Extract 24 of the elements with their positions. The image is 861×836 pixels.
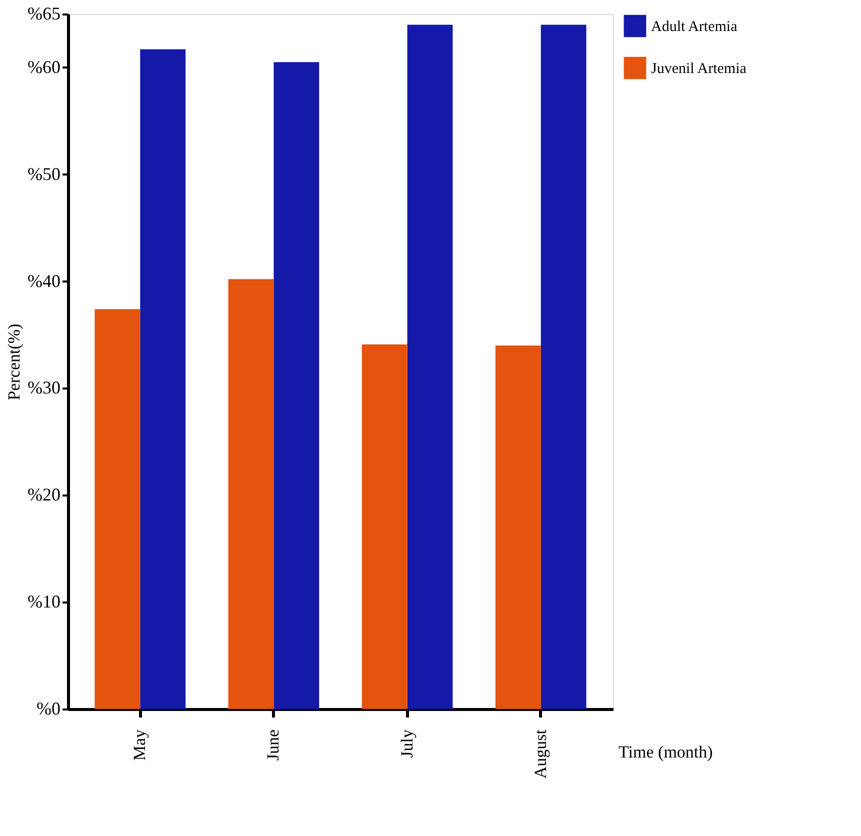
- bar: [362, 344, 408, 709]
- legend-label: Juvenil Artemia: [651, 61, 747, 77]
- y-tick-label: %10: [28, 592, 60, 612]
- x-tick-label: July: [397, 729, 416, 758]
- y-tick-label: %0: [36, 698, 60, 718]
- legend-label: Adult Artemia: [651, 19, 738, 35]
- x-tick-label: June: [264, 730, 283, 761]
- bar: [94, 309, 140, 709]
- bar: [228, 279, 274, 709]
- bar: [407, 24, 453, 709]
- bar: [140, 49, 186, 709]
- x-tick-label: May: [130, 729, 150, 761]
- y-tick-label: %65: [28, 4, 60, 24]
- y-tick-label: %30: [28, 378, 60, 398]
- x-axis-title: Time (month): [618, 742, 713, 762]
- x-tick-label: August: [530, 729, 550, 779]
- y-tick-label: %60: [28, 56, 60, 77]
- bar: [274, 62, 320, 709]
- y-axis-title: Percent(%): [4, 324, 24, 400]
- y-tick-label: %50: [28, 164, 60, 184]
- y-tick-label: %40: [28, 270, 60, 291]
- bar: [495, 345, 541, 709]
- y-tick-label: %20: [28, 484, 60, 505]
- bar: [540, 24, 586, 709]
